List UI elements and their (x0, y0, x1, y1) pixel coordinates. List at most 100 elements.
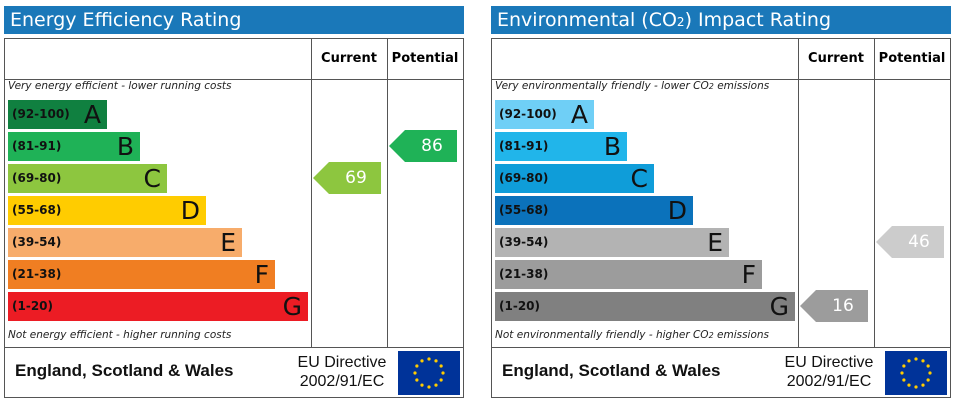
energy-band-a: (92-100) A (8, 100, 107, 129)
energy-top-caption: Very energy efficient - lower running co… (8, 80, 232, 92)
eu-star (926, 378, 930, 382)
energy-divider-potential (387, 39, 388, 347)
env-divider-current (798, 39, 799, 347)
energy-band-range: (39-54) (12, 235, 62, 249)
env-panel-box: Current Potential Very environmentally f… (491, 38, 951, 398)
env-current-header: Current (808, 51, 864, 66)
energy-band-letter: C (143, 164, 161, 193)
eu-star (907, 383, 911, 387)
env-title-sub: 2 (676, 15, 685, 29)
env-band-range: (69-80) (499, 171, 549, 185)
energy-band-d: (55-68) D (8, 196, 206, 225)
env-title-suffix: ) Impact Rating (684, 9, 832, 31)
energy-footer-directive: EU Directive 2002/91/EC (287, 353, 397, 391)
eu-star (413, 371, 417, 375)
energy-band-letter: E (220, 228, 236, 257)
env-band-letter: A (570, 100, 588, 129)
energy-footer-rule (5, 347, 463, 348)
env-divider-potential (874, 39, 875, 347)
env-footer-directive: EU Directive 2002/91/EC (774, 353, 884, 391)
energy-directive-line2: 2002/91/EC (299, 373, 385, 390)
energy-divider-current (311, 39, 312, 347)
env-bottom-caption: Not environmentally friendly - higher CO… (495, 329, 769, 341)
eu-star (434, 383, 438, 387)
env-band-e: (39-54) E (495, 228, 729, 257)
env-potential-header: Potential (878, 51, 946, 66)
energy-band-b: (81-91) B (8, 132, 140, 161)
env-band-letter: G (769, 292, 789, 321)
energy-efficiency-panel: Energy Efficiency Rating Current Potenti… (4, 6, 464, 398)
energy-potential-rating-value: 86 (421, 136, 443, 156)
energy-current-rating-arrow: 69 (313, 162, 381, 194)
energy-panel-box: Current Potential Very energy efficient … (4, 38, 464, 398)
eu-star (439, 364, 443, 368)
energy-band-range: (1-20) (12, 299, 53, 313)
env-top-caption-prefix: Very environmentally friendly - lower CO (495, 80, 709, 92)
env-top-caption-suffix: emissions (713, 80, 770, 92)
eu-star (420, 383, 424, 387)
energy-band-letter: B (116, 132, 134, 161)
energy-current-arrow-shape (313, 162, 381, 194)
eu-star (914, 385, 918, 389)
energy-potential-header: Potential (391, 51, 459, 66)
eu-star (902, 364, 906, 368)
env-header-rule (492, 79, 950, 80)
eu-star (914, 357, 918, 361)
env-band-range: (81-91) (499, 139, 549, 153)
env-potential-rating-value: 46 (908, 232, 930, 252)
env-band-a: (92-100) A (495, 100, 594, 129)
eu-star (439, 378, 443, 382)
eu-flag-icon (398, 351, 460, 395)
energy-potential-rating-arrow: 86 (389, 130, 457, 162)
env-band-letter: C (630, 164, 648, 193)
env-band-f: (21-38) F (495, 260, 762, 289)
energy-band-range: (21-38) (12, 267, 62, 281)
energy-directive-line1: EU Directive (297, 354, 387, 371)
eu-star (907, 359, 911, 363)
env-band-letter: D (667, 196, 687, 225)
env-potential-rating-arrow: 46 (876, 226, 944, 258)
energy-band-letter: G (282, 292, 302, 321)
energy-band-g: (1-20) G (8, 292, 308, 321)
env-bottom-caption-sub: 2 (708, 331, 714, 340)
eu-star (420, 359, 424, 363)
env-potential-arrow-shape (876, 226, 944, 258)
eu-star (427, 357, 431, 361)
energy-footer-country: England, Scotland & Wales (15, 361, 234, 380)
env-footer-rule (492, 347, 950, 348)
env-band-range: (1-20) (499, 299, 540, 313)
energy-band-letter: A (83, 100, 101, 129)
eu-flag-icon (885, 351, 947, 395)
eu-star (441, 371, 445, 375)
energy-band-f: (21-38) F (8, 260, 275, 289)
env-band-range: (55-68) (499, 203, 549, 217)
eu-star (921, 383, 925, 387)
env-band-b: (81-91) B (495, 132, 627, 161)
env-panel-title: Environmental (CO2) Impact Rating (491, 6, 951, 34)
env-band-letter: B (603, 132, 621, 161)
env-band-range: (39-54) (499, 235, 549, 249)
env-bottom-caption-suffix: emissions (713, 329, 770, 341)
energy-bottom-caption: Not energy efficient - higher running co… (8, 329, 232, 341)
eu-star (928, 371, 932, 375)
energy-panel-title: Energy Efficiency Rating (4, 6, 464, 34)
env-current-rating-value: 16 (832, 296, 854, 316)
energy-band-range: (81-91) (12, 139, 62, 153)
env-top-caption-sub: 2 (708, 82, 714, 91)
energy-band-letter: F (254, 260, 269, 289)
env-band-d: (55-68) D (495, 196, 693, 225)
env-band-range: (21-38) (499, 267, 549, 281)
eu-star (415, 364, 419, 368)
energy-current-rating-value: 69 (345, 168, 367, 188)
eu-star (434, 359, 438, 363)
env-band-c: (69-80) C (495, 164, 654, 193)
env-band-letter: F (741, 260, 756, 289)
env-current-arrow-shape (800, 290, 868, 322)
env-band-range: (92-100) (499, 107, 557, 121)
env-band-g: (1-20) G (495, 292, 795, 321)
eu-star (902, 378, 906, 382)
energy-band-e: (39-54) E (8, 228, 242, 257)
env-current-rating-arrow: 16 (800, 290, 868, 322)
eu-star (427, 385, 431, 389)
eu-star (926, 364, 930, 368)
